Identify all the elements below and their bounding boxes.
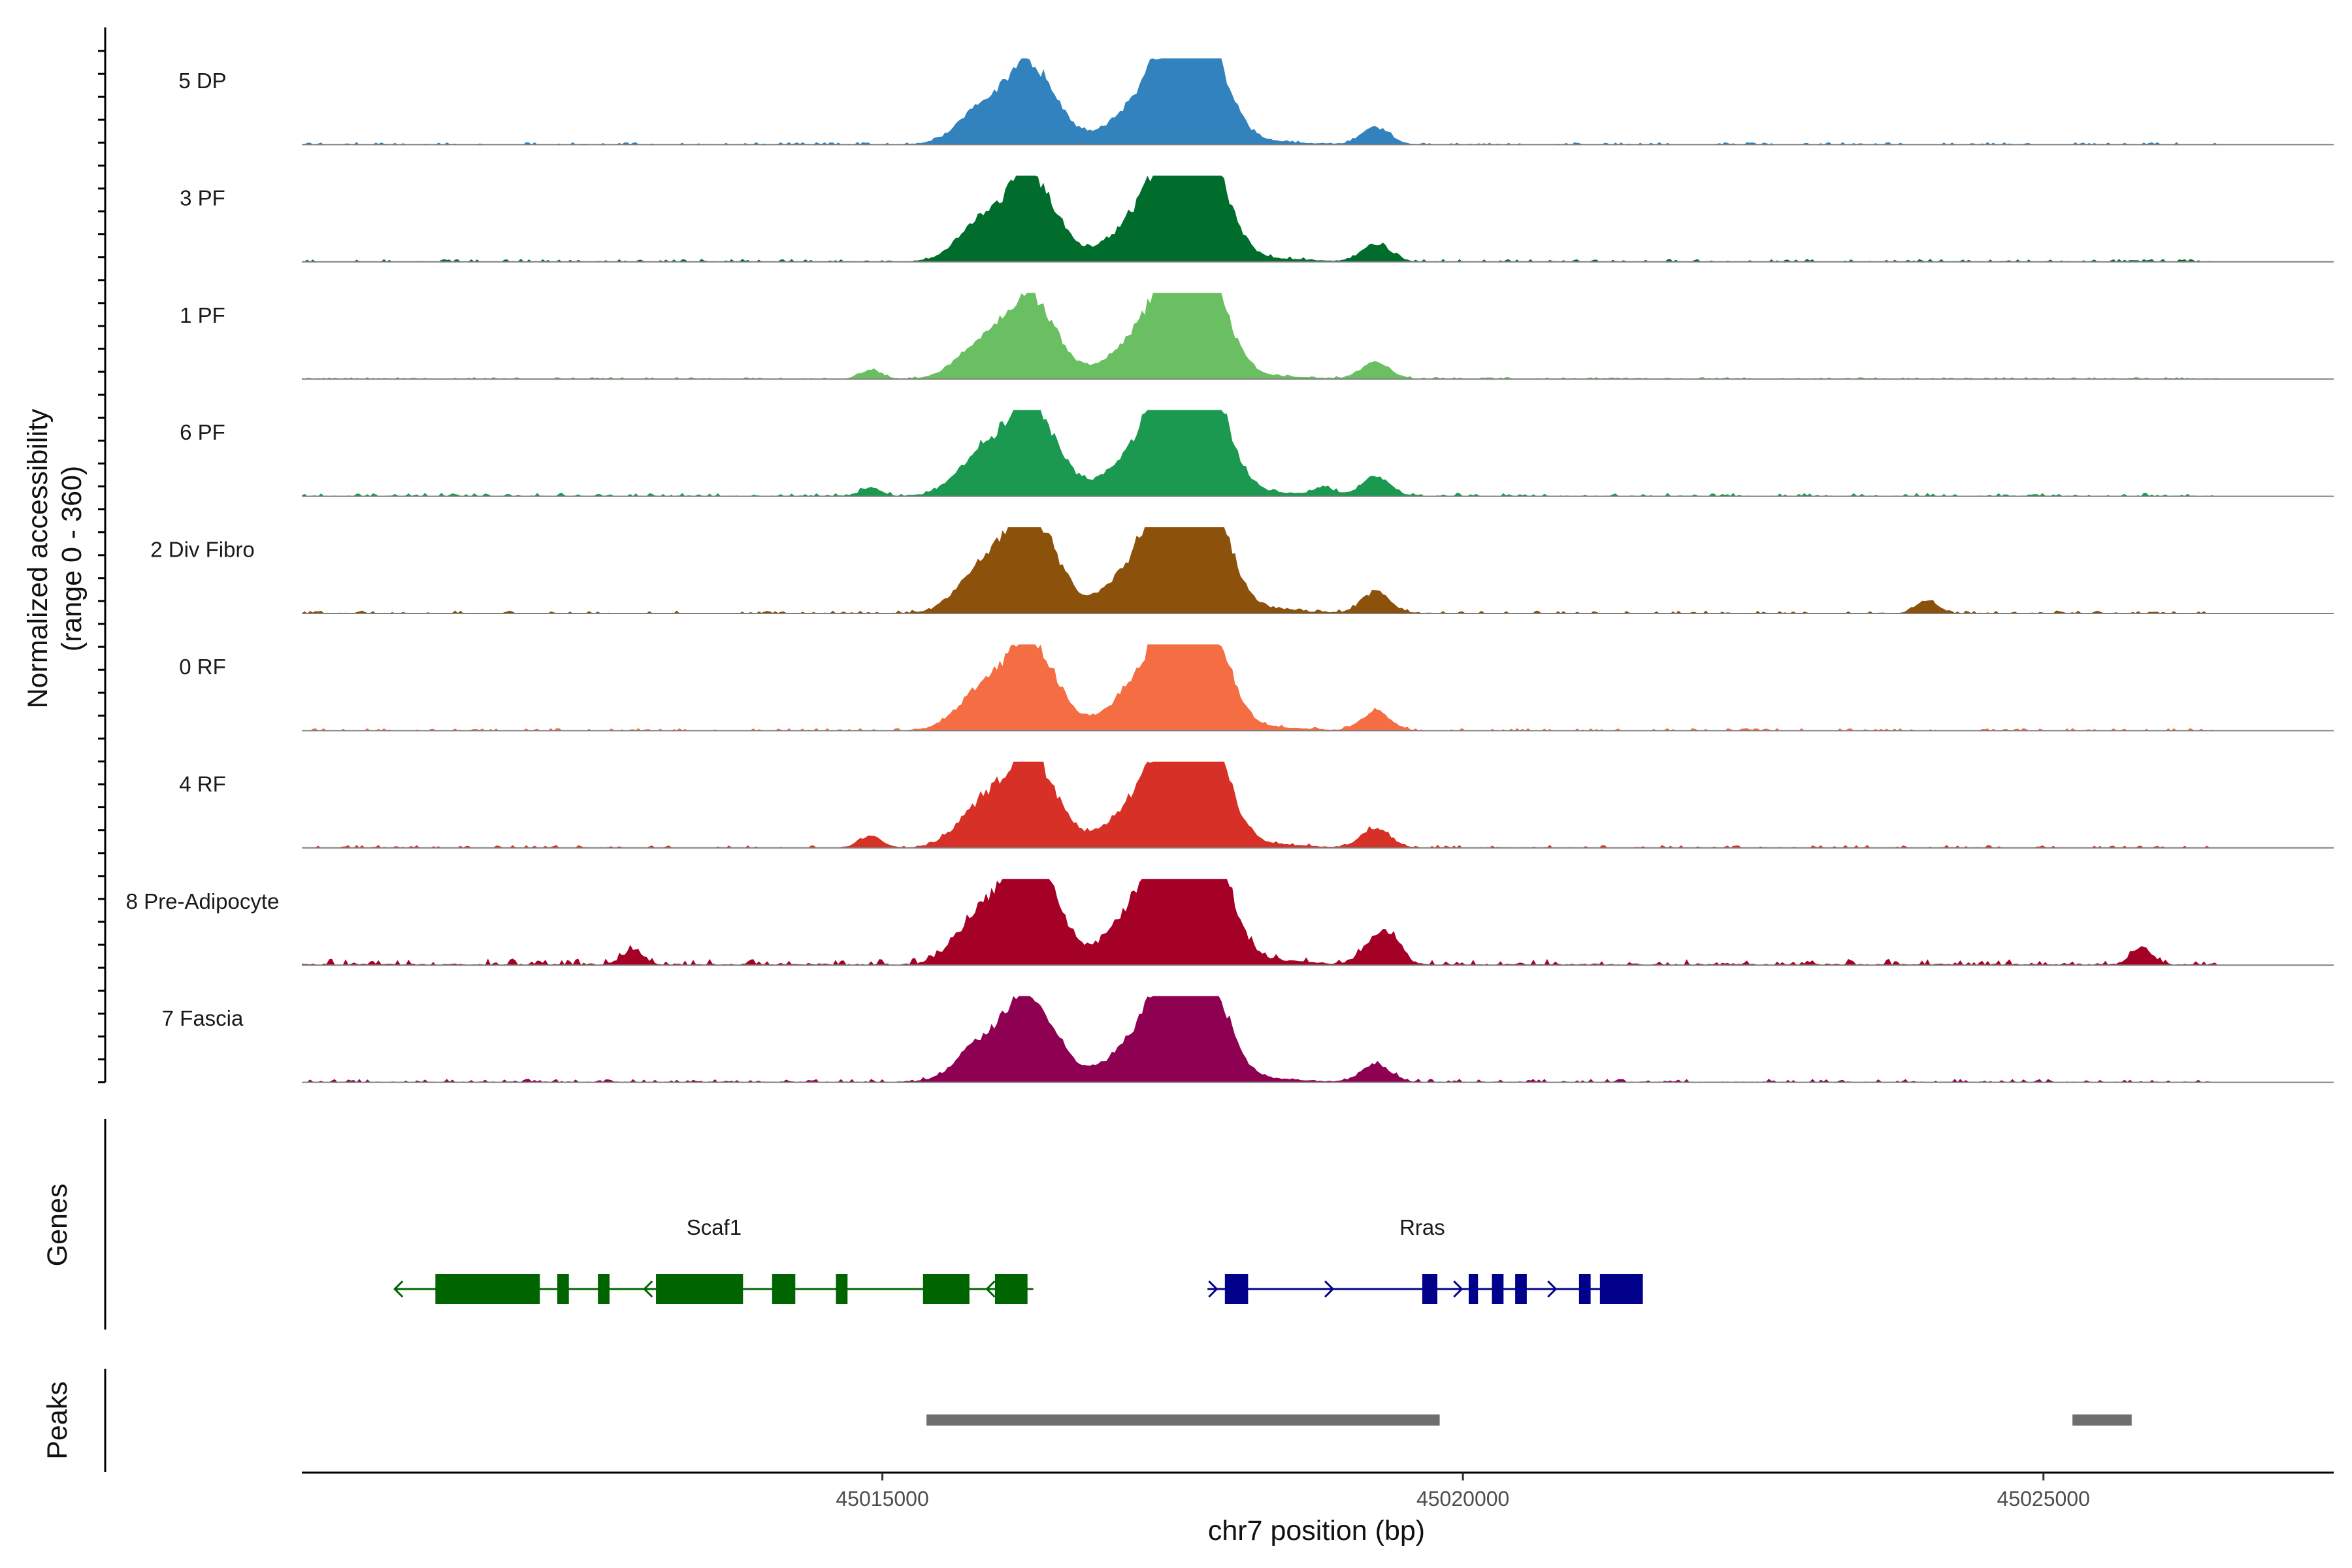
track-4-rf: 4 RF [179, 761, 2334, 849]
gene-exon [772, 1274, 796, 1304]
track-label: 8 Pre-Adipocyte [126, 889, 280, 913]
gene-label: Scaf1 [687, 1215, 742, 1239]
track-8-pre-adipocyte: 8 Pre-Adipocyte [126, 879, 2334, 966]
coverage-area [302, 644, 2218, 731]
gene-annotation-panel: Scaf1 Rras [393, 1215, 1643, 1304]
gene-exon [1422, 1274, 1438, 1304]
strand-arrow-icon [1324, 1280, 1335, 1298]
y-axis-title: Normalized accessibility [22, 408, 54, 708]
coverage-area [302, 879, 2218, 966]
track-6-pf: 6 PF [180, 410, 2334, 497]
coverage-area [302, 761, 2218, 848]
y-axis [98, 27, 106, 1084]
x-tick-label: 45015000 [836, 1487, 928, 1511]
strand-arrow-icon [834, 1280, 845, 1298]
coverage-area [302, 996, 2218, 1083]
genes-panel-label: Genes [42, 1184, 73, 1267]
track-label: 3 PF [180, 186, 225, 210]
gene-exon [1578, 1274, 1591, 1304]
gene-exon [836, 1274, 848, 1304]
x-tick-label: 45020000 [1416, 1487, 1509, 1511]
strand-arrow-icon [985, 1280, 996, 1298]
strand-arrow-icon [1547, 1280, 1558, 1298]
coverage-area [302, 410, 2218, 497]
gene-exon [557, 1274, 569, 1304]
gene-label: Rras [1399, 1215, 1445, 1239]
gene-exon [923, 1274, 970, 1304]
strand-arrow-icon [1453, 1280, 1463, 1298]
coverage-area [302, 527, 2218, 613]
track-label: 1 PF [180, 303, 225, 327]
gene-exon [1224, 1274, 1249, 1304]
strand-arrow-icon [1208, 1280, 1218, 1298]
x-tick-label: 45025000 [1997, 1487, 2090, 1511]
peak-region [2072, 1414, 2132, 1426]
track-label: 0 RF [179, 655, 226, 679]
coverage-area [302, 58, 2218, 145]
gene-exon [994, 1274, 1028, 1304]
gene-exon [1515, 1274, 1527, 1304]
x-axis-title: chr7 position (bp) [1208, 1515, 1425, 1546]
gene-exon [435, 1274, 540, 1304]
gene-exon [1469, 1274, 1478, 1304]
coverage-tracks: 5 DP 3 PF 1 PF 6 PF 2 Div Fibro 0 RF 4 RF 8 Pre… [126, 58, 2334, 1083]
track-label: 7 Fascia [162, 1006, 244, 1030]
y-axis-subtitle: (range 0 - 360) [56, 466, 88, 651]
gene-exon [1599, 1274, 1643, 1304]
track-label: 5 DP [178, 69, 226, 93]
gene-exon [598, 1274, 610, 1304]
peak-region [926, 1414, 1440, 1426]
strand-arrow-icon [643, 1280, 653, 1298]
coverage-area [302, 293, 2218, 380]
track-label: 6 PF [180, 420, 225, 444]
track-2-div-fibro: 2 Div Fibro [150, 527, 2334, 614]
x-axis: 45015000 45020000 45025000 [302, 1471, 2334, 1511]
gene-scaf1: Scaf1 [393, 1215, 1034, 1304]
track-1-pf: 1 PF [180, 293, 2334, 380]
gene-exon [1492, 1274, 1504, 1304]
peaks-panel [926, 1414, 2132, 1426]
strand-arrow-icon [393, 1280, 404, 1298]
gene-exon [656, 1274, 743, 1304]
coverage-area [302, 175, 2218, 262]
gene-rras: Rras [1207, 1215, 1643, 1304]
peaks-panel-label: Peaks [42, 1381, 73, 1460]
track-0-rf: 0 RF [179, 644, 2334, 732]
track-5-dp: 5 DP [178, 58, 2334, 146]
track-7-fascia: 7 Fascia [162, 996, 2334, 1083]
track-label: 4 RF [179, 772, 226, 796]
track-label: 2 Div Fibro [150, 538, 255, 562]
track-3-pf: 3 PF [180, 175, 2334, 263]
